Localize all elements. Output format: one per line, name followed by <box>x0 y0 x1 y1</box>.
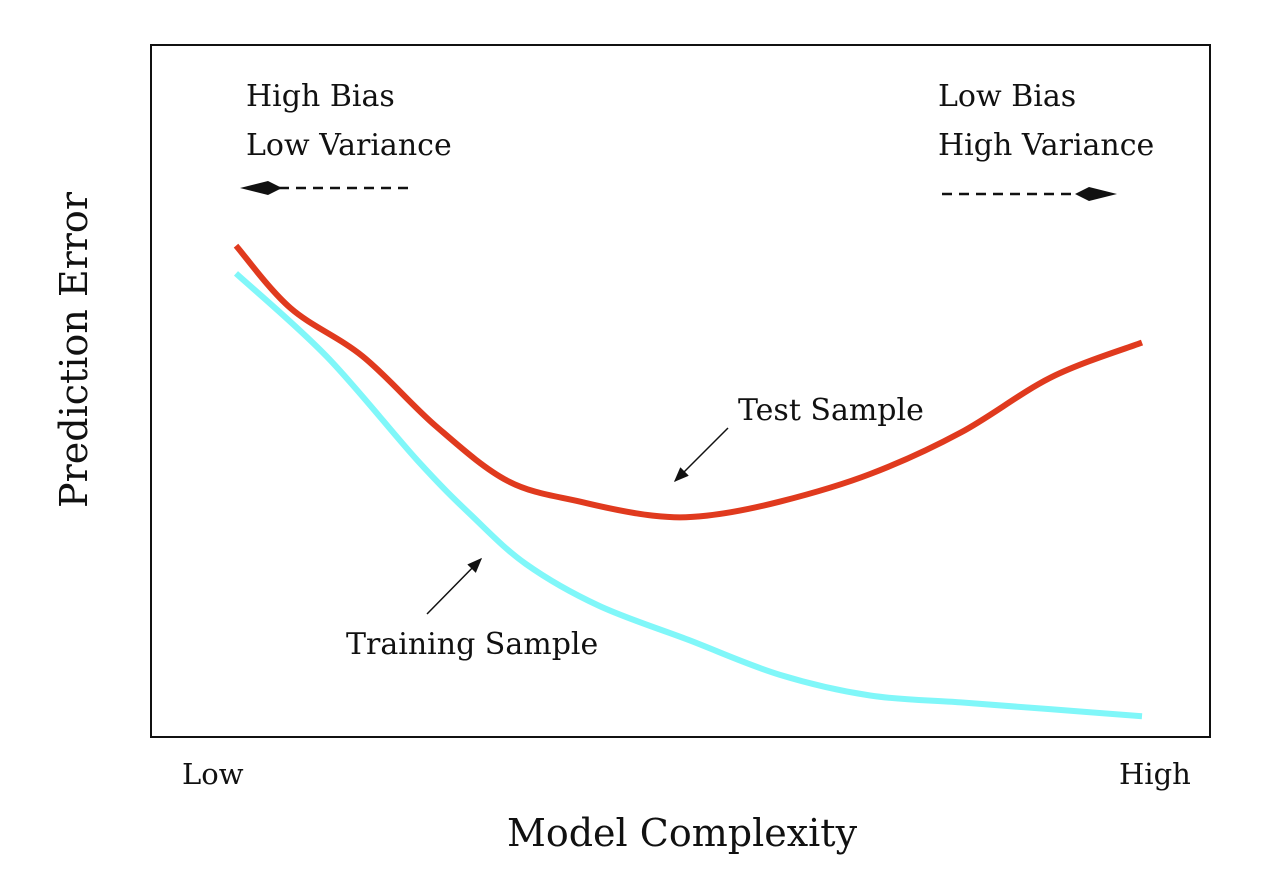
training-sample-pointer <box>426 557 483 615</box>
left-regime-line-2: Low Variance <box>246 128 452 163</box>
right-direction-arrow <box>942 187 1117 201</box>
x-tick-label-high: High <box>1119 757 1191 791</box>
test-sample-curve <box>233 243 1144 521</box>
test-sample-label: Test Sample <box>738 393 924 428</box>
right-regime-line-1: Low Bias <box>938 79 1076 114</box>
plot-frame <box>150 44 1211 738</box>
training-sample-curve <box>233 271 1143 720</box>
test-sample-pointer <box>673 427 729 483</box>
left-regime-line-1: High Bias <box>246 79 395 114</box>
x-tick-label-low: Low <box>182 757 244 791</box>
left-direction-arrow <box>240 181 408 195</box>
x-axis-title: Model Complexity <box>507 811 858 855</box>
right-regime-line-2: High Variance <box>938 128 1154 163</box>
series-layer <box>233 243 1144 720</box>
y-axis-title: Prediction Error <box>52 191 96 508</box>
training-sample-label: Training Sample <box>346 627 598 662</box>
